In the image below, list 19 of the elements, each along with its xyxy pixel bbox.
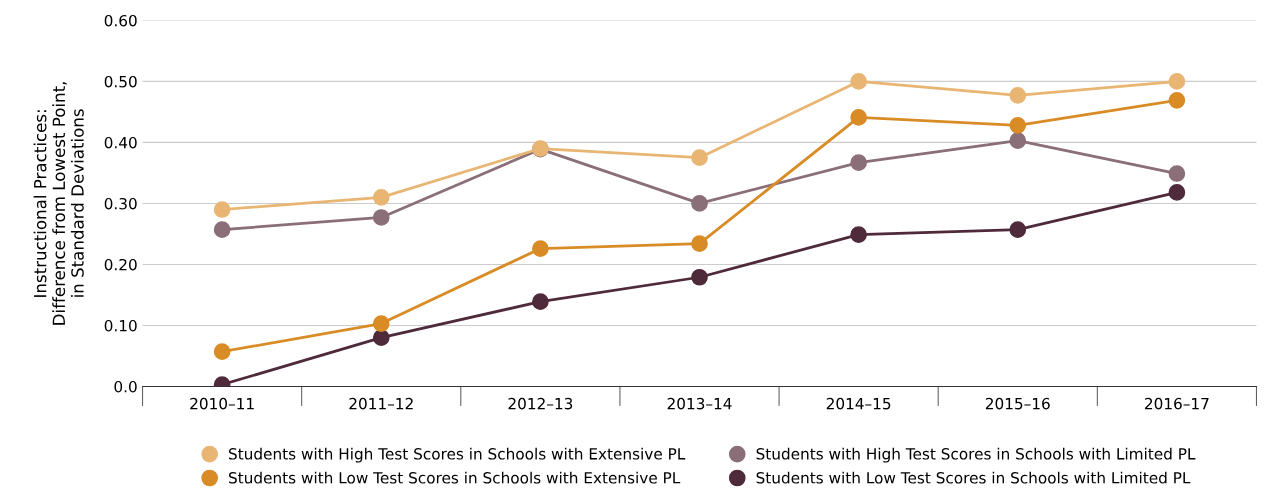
y-axis-title: Instructional Practices: Difference from Lowest Point, in Standard Deviations [33, 82, 84, 325]
y-tick-label: 0.40 [104, 136, 137, 149]
legend-label: Students with High Test Scores in Schools with Extensive PL [229, 447, 686, 463]
x-tick-label: 2016–17 [1145, 397, 1209, 410]
x-tick-label: 2015–16 [985, 397, 1050, 410]
y-tick-label: 0.50 [104, 75, 137, 88]
x-tick-label: 2014–15 [826, 397, 891, 410]
legend-label: Students with Low Test Scores in Schools with Extensive PL [229, 471, 681, 484]
y-tick-label: 0.30 [104, 197, 137, 210]
x-tick-label: 2012–13 [508, 397, 573, 410]
x-tick-label: 2011–12 [349, 397, 413, 410]
y-tick-label: 0.0 [114, 380, 137, 393]
legend-label: Students with Low Test Scores in Schools with Limited PL [756, 471, 1191, 484]
x-tick-label: 2013–14 [667, 397, 732, 410]
y-tick-label: 0.10 [104, 319, 137, 332]
x-tick-label: 2010–11 [190, 397, 254, 410]
legend-label: Students with High Test Scores in Schools with Limited PL [756, 447, 1196, 463]
y-tick-label: 0.60 [104, 14, 137, 27]
y-tick-label: 0.20 [104, 258, 137, 271]
